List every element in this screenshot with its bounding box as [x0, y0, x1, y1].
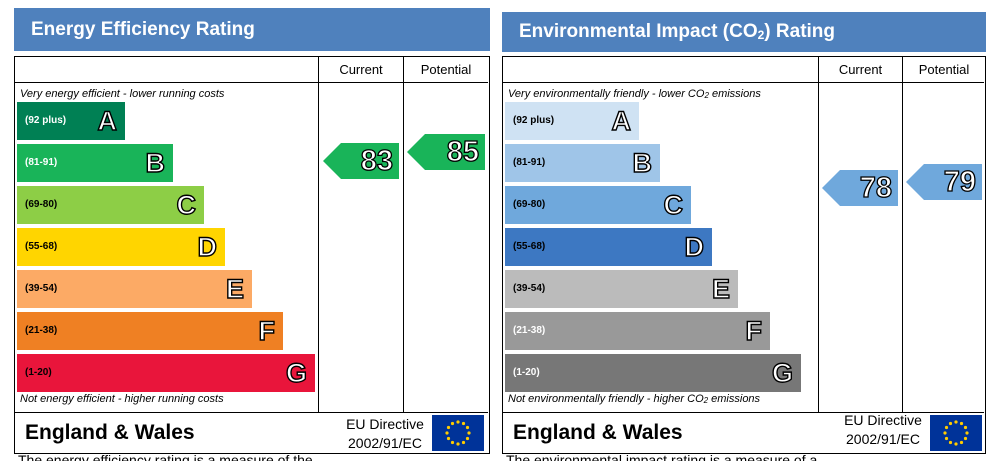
footer-region: England & Wales: [25, 421, 195, 444]
potential-rating-value: 85: [446, 136, 480, 169]
band-range-label: (81-91): [25, 157, 58, 168]
band-letter-label: D: [197, 231, 218, 262]
band-d: (55-68) D: [17, 228, 225, 266]
band-letter-label: E: [225, 273, 244, 304]
current-column-header: Current: [339, 62, 383, 77]
bottom-note: Not environmentally friendly - higher CO…: [508, 393, 761, 405]
band-letter-label: B: [632, 147, 653, 178]
band-range-label: (39-54): [513, 283, 546, 294]
band-letter-label: E: [711, 273, 730, 304]
potential-rating-arrow: 85: [407, 134, 485, 171]
current-rating-value: 78: [859, 172, 893, 205]
top-note: Very environmentally friendly - lower CO…: [508, 88, 761, 100]
band-range-label: (39-54): [25, 283, 58, 294]
band-a: (92 plus) A: [505, 102, 639, 140]
current-column-header: Current: [838, 62, 883, 77]
current-rating-arrow: 78: [822, 170, 898, 207]
band-range-label: (92 plus): [513, 115, 555, 126]
rating-table: Current Potential Very environmentally f…: [502, 56, 986, 454]
band-f: (21-38) F: [505, 312, 770, 350]
band-range-label: (1-20): [25, 367, 52, 378]
bottom-note: Not energy efficient - higher running co…: [20, 393, 224, 405]
eu-flag-icon: [432, 415, 484, 451]
band-letter-label: F: [258, 315, 276, 346]
band-b: (81-91) B: [17, 144, 173, 182]
current-rating-arrow: 83: [323, 143, 399, 180]
band-letter-label: A: [611, 105, 632, 136]
band-range-label: (55-68): [25, 241, 58, 252]
chart-title: Energy Efficiency Rating: [14, 8, 490, 51]
energy-efficiency-panel: Energy Efficiency Rating Current Potenti…: [14, 0, 490, 461]
potential-rating-value: 79: [943, 166, 977, 199]
band-c: (69-80) C: [505, 186, 691, 224]
band-f: (21-38) F: [17, 312, 283, 350]
band-g: (1-20) G: [505, 354, 801, 392]
band-a: (92 plus) A: [17, 102, 125, 140]
band-range-label: (55-68): [513, 241, 546, 252]
below-text: The environmental impact rating is a mea…: [506, 452, 818, 461]
potential-column-header: Potential: [918, 62, 970, 77]
environmental-impact-panel: Environmental Impact (CO2) Rating Curren…: [502, 0, 986, 461]
band-range-label: (92 plus): [25, 115, 67, 126]
eu-directive: EU Directive 2002/91/EC: [346, 416, 424, 451]
band-g: (1-20) G: [17, 354, 315, 392]
band-e: (39-54) E: [17, 270, 252, 308]
band-letter-label: A: [97, 105, 118, 136]
eu-directive: EU Directive 2002/91/EC: [844, 412, 922, 447]
band-letter-label: G: [285, 357, 307, 388]
band-range-label: (81-91): [513, 157, 546, 168]
top-note: Very energy efficient - lower running co…: [20, 88, 225, 100]
band-range-label: (69-80): [513, 199, 546, 210]
band-letter-label: C: [663, 189, 684, 220]
potential-rating-arrow: 79: [906, 164, 982, 201]
band-range-label: (21-38): [25, 325, 58, 336]
chart-title: Environmental Impact (CO2) Rating: [502, 12, 986, 52]
band-range-label: (21-38): [513, 325, 546, 336]
rating-table: Current Potential Very energy efficient …: [14, 56, 490, 454]
band-letter-label: B: [145, 147, 166, 178]
footer-region: England & Wales: [513, 421, 683, 444]
band-letter-label: D: [684, 231, 705, 262]
band-letter-label: F: [745, 315, 763, 346]
current-rating-value: 83: [360, 145, 394, 178]
band-c: (69-80) C: [17, 186, 204, 224]
band-e: (39-54) E: [505, 270, 738, 308]
below-text: The energy efficiency rating is a measur…: [18, 452, 313, 461]
band-d: (55-68) D: [505, 228, 712, 266]
potential-column-header: Potential: [420, 62, 472, 77]
band-range-label: (1-20): [513, 367, 540, 378]
eu-flag-icon: [930, 415, 982, 451]
band-letter-label: C: [176, 189, 197, 220]
band-b: (81-91) B: [505, 144, 660, 182]
band-letter-label: G: [771, 357, 793, 388]
band-range-label: (69-80): [25, 199, 58, 210]
